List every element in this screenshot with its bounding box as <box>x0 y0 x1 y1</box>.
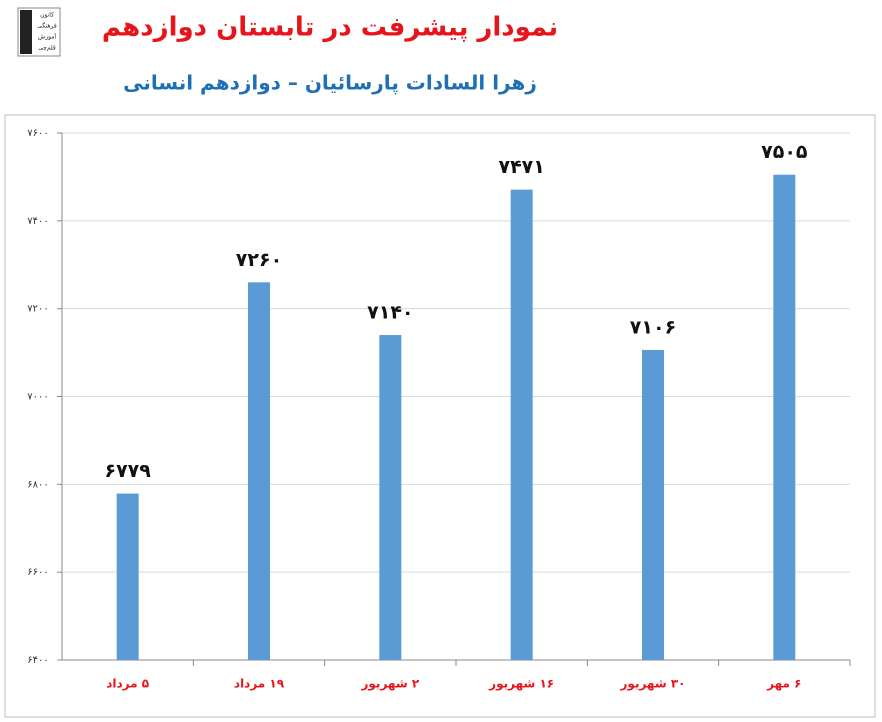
y-tick-label: ۶۸۰۰ <box>27 479 48 490</box>
bar <box>510 189 533 660</box>
logo-text: قلم‌چی <box>38 45 56 52</box>
logo-text: کانون <box>40 12 54 19</box>
y-tick-label: ۷۰۰۰ <box>27 392 48 403</box>
logo-figure <box>20 10 32 54</box>
data-label: ۶۷۷۹ <box>104 460 151 482</box>
y-tick-label: ۷۲۰۰ <box>27 304 48 315</box>
data-label: ۷۴۷۱ <box>498 156 544 178</box>
chart-title: نمودار پیشرفت در تابستان دوازدهم <box>102 13 558 43</box>
data-label: ۷۱۴۰ <box>367 302 413 324</box>
y-tick-label: ۶۶۰۰ <box>27 567 48 578</box>
x-tick-label: ۲ شهریور <box>361 677 420 692</box>
x-tick-label: ۵ مرداد <box>106 677 149 691</box>
data-label: ۷۵۰۵ <box>761 141 808 163</box>
bar <box>116 493 139 660</box>
data-label: ۷۱۰۶ <box>630 316 676 338</box>
data-label: ۷۲۶۰ <box>236 249 282 271</box>
x-tick-label: ۱۹ مرداد <box>234 677 285 691</box>
logo-text: آموزش <box>38 32 57 41</box>
y-tick-label: ۷۴۰۰ <box>27 216 48 227</box>
x-tick-label: ۶ مهر <box>766 677 801 691</box>
y-tick-label: ۶۴۰۰ <box>27 655 48 666</box>
bar <box>248 282 270 660</box>
bar <box>379 335 402 660</box>
chart-frame <box>4 114 876 718</box>
x-tick-label: ۱۶ شهریور <box>488 677 554 692</box>
bar <box>642 349 664 660</box>
chart-subtitle: زهرا السادات پارسائیان – دوازدهم انسانی <box>123 71 537 96</box>
bar <box>773 174 796 661</box>
logo-text: فرهنگی <box>37 22 57 30</box>
x-tick-label: ۳۰ شهریور <box>620 677 686 692</box>
y-tick-label: ۷۶۰۰ <box>27 128 48 139</box>
